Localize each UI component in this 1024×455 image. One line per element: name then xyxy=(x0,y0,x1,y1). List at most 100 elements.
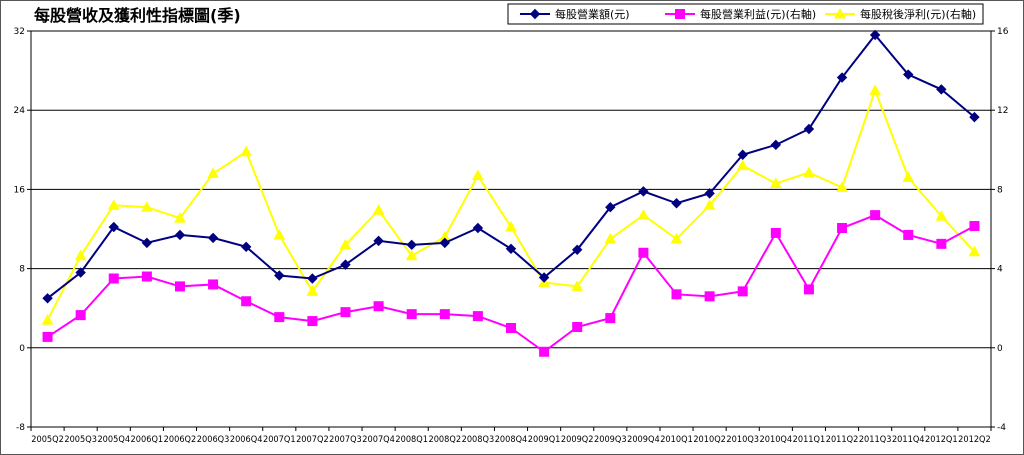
data-point-2 xyxy=(968,245,981,257)
x-tick-label: 2005Q2 xyxy=(31,435,64,445)
data-point-2 xyxy=(207,167,219,179)
data-point-0 xyxy=(42,293,53,304)
x-tick-label: 2009Q3 xyxy=(594,435,627,445)
data-point-0 xyxy=(770,139,782,151)
data-point-2 xyxy=(902,171,915,183)
x-tick-label: 2010Q3 xyxy=(726,435,759,445)
data-point-2 xyxy=(339,238,352,250)
data-point-1 xyxy=(803,284,814,295)
data-point-2 xyxy=(670,232,683,244)
series-1 xyxy=(42,210,980,357)
right-tick-label: 16 xyxy=(997,27,1009,37)
data-point-2 xyxy=(141,201,153,212)
data-point-1 xyxy=(472,311,483,322)
x-tick-label: 2011Q3 xyxy=(859,435,892,445)
x-tick-label: 2012Q2 xyxy=(958,435,991,445)
left-tick-label: 16 xyxy=(14,185,26,195)
data-point-1 xyxy=(936,238,947,249)
data-point-0 xyxy=(75,267,86,278)
data-point-0 xyxy=(903,69,914,80)
x-tick-label: 2007Q3 xyxy=(329,435,362,445)
data-point-0 xyxy=(340,259,351,270)
data-point-0 xyxy=(704,188,715,199)
data-point-1 xyxy=(174,281,185,292)
data-point-2 xyxy=(405,249,418,261)
left-axis: -8 0 8 16 24 32 xyxy=(14,27,31,433)
x-tick-label: 2005Q4 xyxy=(97,435,130,445)
data-point-2 xyxy=(604,232,617,244)
data-point-0 xyxy=(207,232,219,244)
right-tick-label: 4 xyxy=(997,265,1003,275)
data-point-0 xyxy=(439,237,451,249)
x-tick-label: 2007Q4 xyxy=(362,435,395,445)
data-point-2 xyxy=(769,177,782,188)
data-point-2 xyxy=(273,228,286,240)
data-point-0 xyxy=(671,198,682,209)
data-point-1 xyxy=(969,221,980,232)
left-tick-label: 8 xyxy=(19,265,25,275)
data-point-0 xyxy=(472,222,484,234)
data-point-1 xyxy=(42,331,53,342)
data-point-0 xyxy=(605,202,616,213)
legend-label-0: 每股營業額(元) xyxy=(555,7,630,21)
data-point-2 xyxy=(306,285,319,296)
series-0 xyxy=(42,29,980,304)
data-point-0 xyxy=(108,221,119,233)
data-point-2 xyxy=(571,280,584,291)
series-2 xyxy=(41,84,981,325)
right-tick-label: 12 xyxy=(997,106,1008,116)
data-point-1 xyxy=(439,309,450,320)
series-layer xyxy=(41,29,981,357)
chart-title: 每股營收及獲利性指標圖(季) xyxy=(34,6,241,25)
data-point-1 xyxy=(572,322,583,333)
data-point-1 xyxy=(870,210,881,221)
x-tick-label: 2010Q1 xyxy=(660,435,693,445)
data-point-2 xyxy=(935,210,948,221)
data-point-1 xyxy=(75,310,86,321)
data-point-0 xyxy=(869,29,881,41)
x-axis: 2005Q2 2005Q3 2005Q4 2006Q1 2006Q2 2006Q3 2006… xyxy=(30,427,992,445)
data-point-1 xyxy=(406,309,417,320)
x-tick-label: 2009Q4 xyxy=(627,435,660,445)
gridlines xyxy=(31,109,991,349)
data-point-2 xyxy=(836,181,848,192)
data-point-1 xyxy=(241,296,252,307)
data-point-0 xyxy=(936,84,947,95)
right-axis: -4 0 4 8 12 16 xyxy=(991,27,1009,433)
data-point-1 xyxy=(671,289,682,300)
data-point-1 xyxy=(506,323,516,333)
data-point-0 xyxy=(571,244,583,255)
x-tick-label: 2009Q2 xyxy=(561,435,594,445)
data-point-0 xyxy=(307,273,318,284)
data-point-2 xyxy=(505,220,517,232)
data-point-1 xyxy=(605,313,616,324)
data-point-2 xyxy=(74,249,87,261)
x-tick-label: 2006Q1 xyxy=(131,435,164,445)
left-tick-label: -8 xyxy=(16,423,25,433)
data-point-1 xyxy=(704,291,715,302)
x-tick-label: 2012Q1 xyxy=(925,435,958,445)
data-point-1 xyxy=(274,312,285,323)
data-point-2 xyxy=(41,314,54,325)
x-tick-label: 2005Q3 xyxy=(64,435,97,445)
left-tick-label: 32 xyxy=(14,27,25,37)
x-tick-label: 2008Q3 xyxy=(462,435,495,445)
legend-label-1: 每股營業利益(元)(右軸) xyxy=(700,7,816,21)
data-point-1 xyxy=(737,286,748,297)
data-point-0 xyxy=(141,237,153,249)
legend-marker-2 xyxy=(834,7,846,19)
x-tick-label: 2006Q2 xyxy=(164,435,197,445)
data-point-1 xyxy=(373,301,384,312)
data-point-2 xyxy=(240,145,253,157)
legend-label-2: 每股稅後淨利(元)(右軸) xyxy=(860,7,976,21)
left-tick-label: 24 xyxy=(14,106,26,116)
data-point-0 xyxy=(240,241,252,253)
data-point-2 xyxy=(703,199,716,210)
data-point-0 xyxy=(373,235,384,247)
data-point-2 xyxy=(372,204,385,215)
legend-marker-1 xyxy=(675,9,685,19)
x-tick-label: 2011Q1 xyxy=(793,435,826,445)
data-point-2 xyxy=(637,209,650,220)
